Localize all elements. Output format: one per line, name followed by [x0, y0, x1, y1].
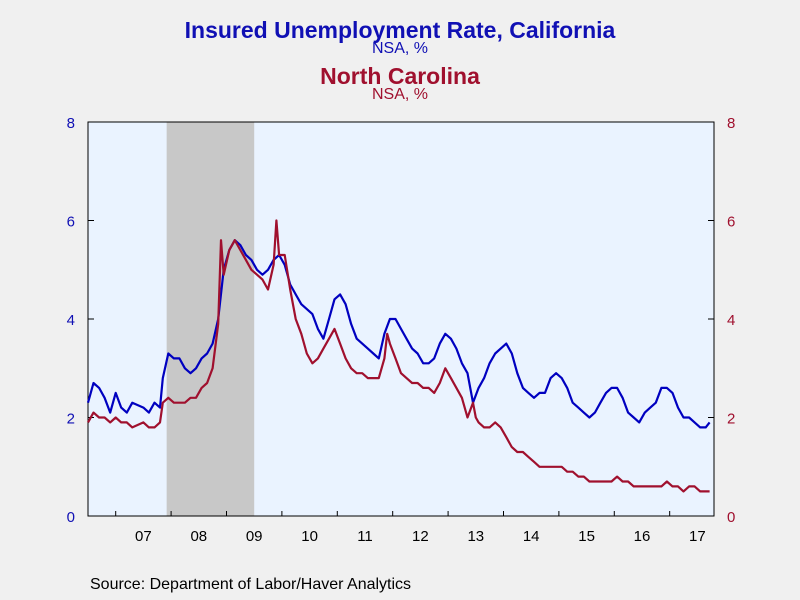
series-line-north-carolina — [87, 219, 710, 493]
x-tick-label: 15 — [578, 528, 595, 545]
x-tick-label: 14 — [523, 528, 540, 545]
y-right-tick-label: 6 — [727, 214, 735, 231]
x-tick-label: 16 — [634, 528, 651, 545]
y-left-tick-label: 0 — [67, 509, 75, 526]
y-right-tick-label: 0 — [727, 509, 735, 526]
recession-shading — [166, 122, 255, 516]
y-left-tick-label: 4 — [67, 312, 75, 329]
chart-title-north-carolina: North Carolina — [320, 63, 480, 89]
x-tick-label: 12 — [412, 528, 429, 545]
y-right-tick-label: 2 — [727, 411, 735, 428]
x-tick-label: 09 — [246, 528, 263, 545]
chart-subtitle-north-carolina-units: NSA, % — [371, 86, 428, 103]
y-left-tick-label: 8 — [67, 115, 75, 132]
chart-title-california: Insured Unemployment Rate, California — [184, 17, 616, 43]
y-right-tick-label: 4 — [727, 312, 735, 329]
chart-subtitle-california-units: NSA, % — [371, 40, 428, 57]
x-tick-label: 13 — [467, 528, 484, 545]
y-left-tick-label: 6 — [67, 214, 75, 231]
x-tick-label: 08 — [190, 528, 207, 545]
x-tick-label: 17 — [689, 528, 706, 545]
y-left-tick-label: 2 — [67, 411, 75, 428]
x-tick-label: 10 — [301, 528, 318, 545]
source-note: Source: Department of Labor/Haver Analyt… — [90, 576, 412, 593]
x-tick-label: 11 — [357, 528, 373, 545]
y-right-tick-label: 8 — [727, 115, 735, 132]
series-line-california — [86, 239, 711, 429]
x-tick-label: 07 — [135, 528, 152, 545]
